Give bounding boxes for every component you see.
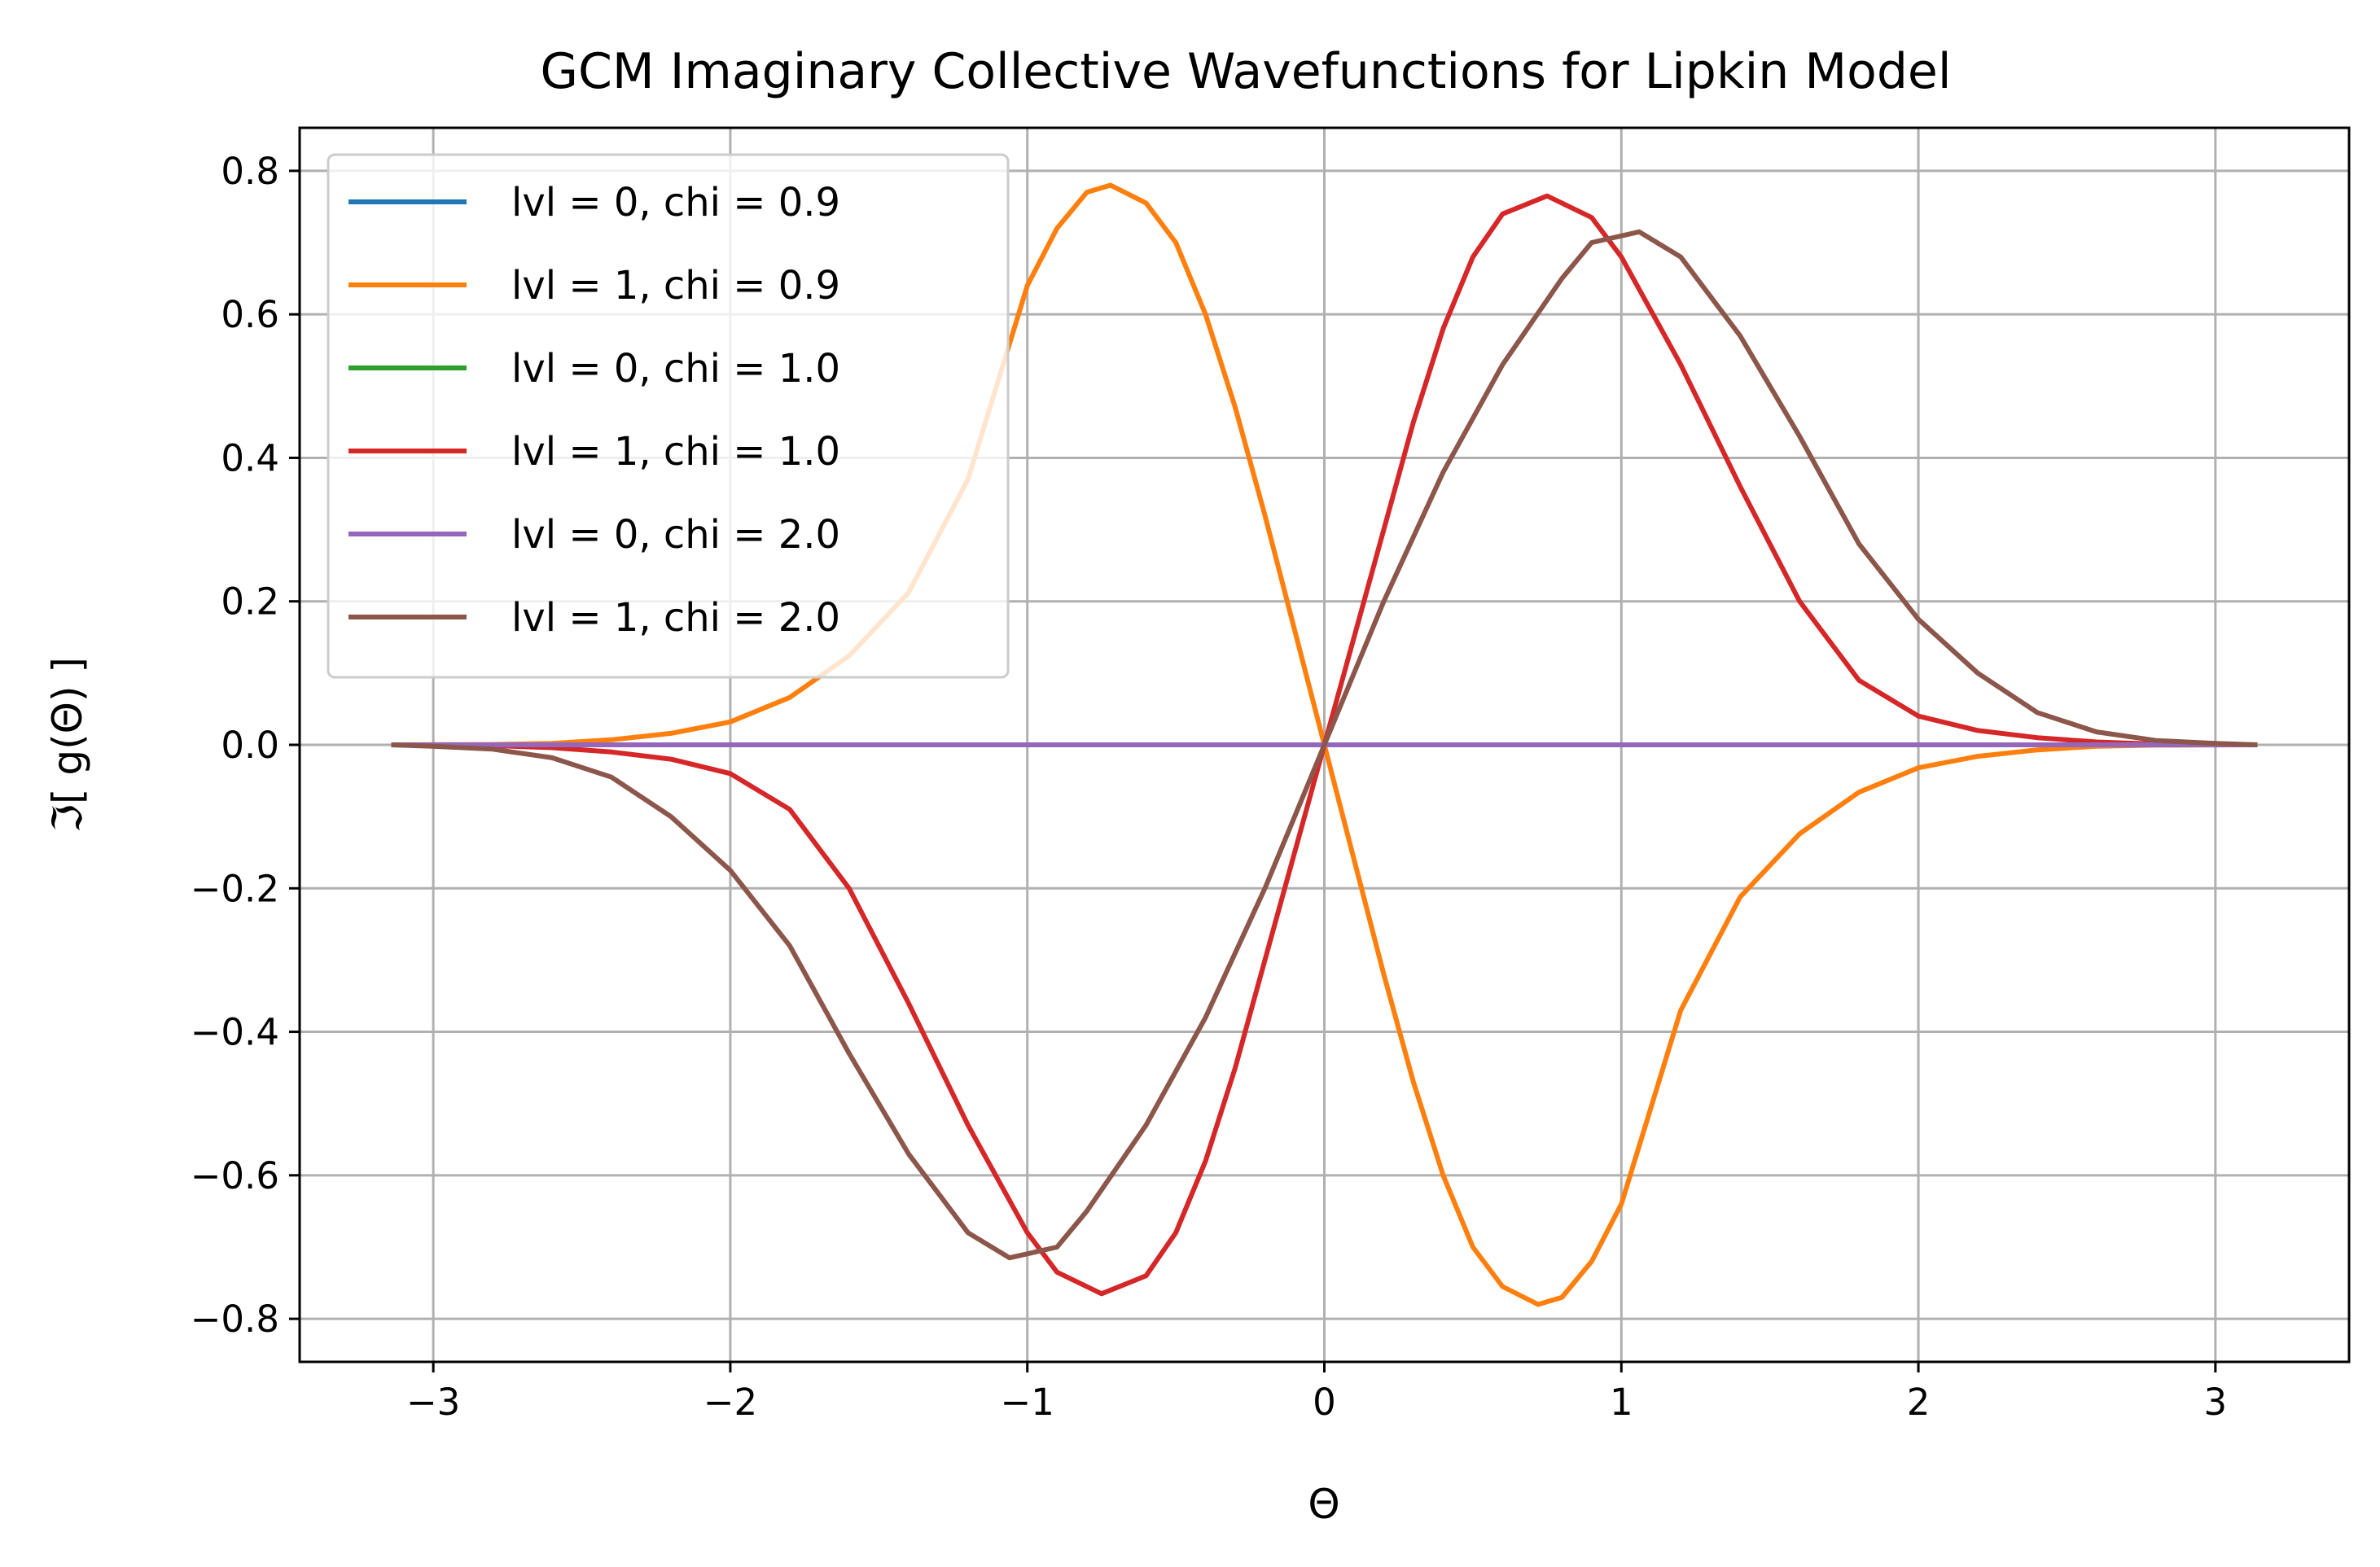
legend-label: lvl = 0, chi = 1.0 [511,346,840,392]
legend-label: lvl = 0, chi = 0.9 [511,180,840,225]
x-tick-label: −1 [1001,1381,1054,1424]
legend-label: lvl = 1, chi = 2.0 [511,595,840,641]
x-tick-label: 3 [2204,1381,2228,1424]
x-tick-label: 0 [1313,1381,1336,1424]
x-tick-label: −3 [406,1381,460,1424]
legend-frame [327,153,1010,679]
y-tick-label: −0.2 [191,867,279,910]
x-axis-label: Θ [1308,1481,1339,1528]
y-tick-label: −0.4 [191,1011,279,1054]
x-tick-label: 2 [1907,1381,1931,1424]
y-tick-label: 0.2 [221,580,279,624]
x-tick-label: 1 [1610,1381,1633,1424]
y-tick-label: −0.6 [191,1154,279,1197]
series-line-lvl-1-chi-2-0 [391,229,2258,1261]
grid [300,128,2349,1362]
ticks: −3 −2 −1 0 1 2 3 −0.8 −0.6 −0.4 −0.2 0.0 0.2 0.4 0.6 0.… [191,150,2227,1424]
y-tick-label: 0.8 [221,150,279,193]
y-tick-label: 0.0 [221,724,279,767]
legend-label: lvl = 0, chi = 2.0 [511,512,840,558]
chart-title: GCM Imaginary Collective Wavefunctions f… [541,43,1952,100]
y-tick-label: 0.6 [221,293,279,336]
y-tick-label: 0.4 [221,436,279,479]
y-tick-label: −0.8 [191,1298,279,1341]
x-tick-label: −2 [703,1381,757,1424]
y-axis-label: ℑ[ g(Θ) ] [44,657,91,833]
legend-label: lvl = 1, chi = 0.9 [511,263,840,309]
legend: lvl = 0, chi = 0.9 lvl = 1, chi = 0.9 lvl … [327,153,1010,679]
legend-label: lvl = 1, chi = 1.0 [511,429,840,475]
